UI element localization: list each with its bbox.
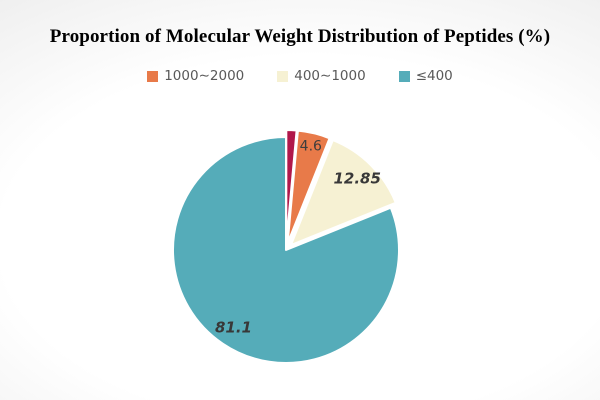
pie-slice-1 — [286, 129, 331, 245]
slice-data-label-3: 81.1 — [215, 319, 252, 337]
slice-data-label-2: 12.85 — [333, 170, 380, 188]
pie-slice-0 — [285, 129, 298, 245]
legend: 1000∼2000 400∼1000 ≤400 — [0, 68, 600, 84]
chart-title: Proportion of Molecular Weight Distribut… — [49, 26, 551, 47]
legend-label: ≤400 — [415, 68, 453, 84]
legend-item-1: 400∼1000 — [277, 68, 366, 84]
slice-data-label-1: 4.6 — [300, 139, 322, 155]
legend-item-2: ≤400 — [398, 68, 453, 84]
legend-swatch-icon — [398, 71, 410, 83]
legend-label: 400∼1000 — [294, 68, 366, 84]
legend-swatch-icon — [147, 71, 159, 83]
legend-item-0: 1000∼2000 — [147, 68, 245, 84]
pie-slice-2 — [289, 139, 397, 247]
legend-label: 1000∼2000 — [164, 68, 245, 84]
pie-slice-3 — [172, 136, 400, 364]
legend-swatch-icon — [277, 71, 289, 83]
